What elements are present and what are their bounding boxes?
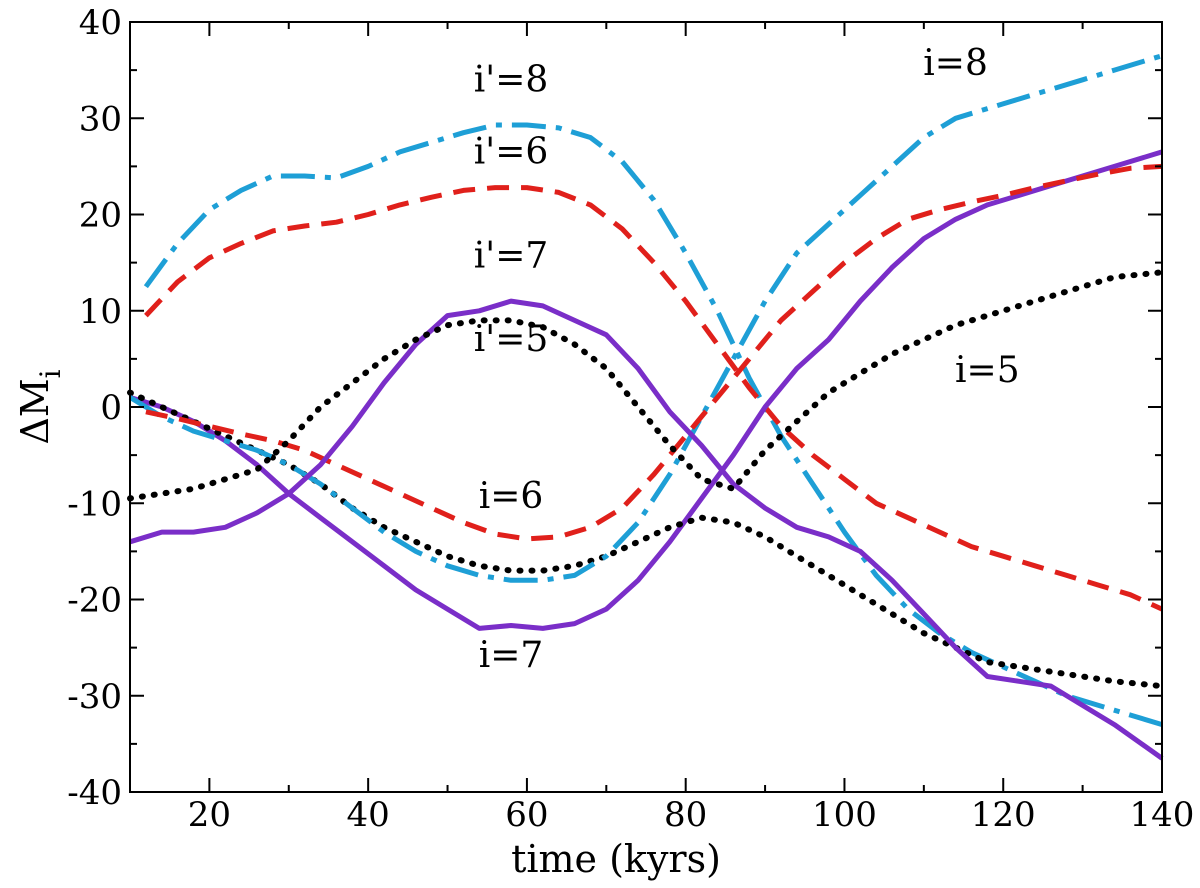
y-tick-label: 40 (79, 3, 122, 43)
x-tick-label: 120 (971, 795, 1036, 835)
y-tick-label: -20 (67, 581, 122, 621)
y-axis-title-main: ΔM (13, 378, 57, 444)
x-axis-title: time (kyrs) (511, 837, 721, 881)
y-tick-label: 20 (79, 196, 122, 236)
annotation-ip6: i'=6 (474, 131, 548, 172)
series-line-ip5 (127, 389, 1165, 690)
series-line-ip7 (129, 149, 1163, 631)
plot-frame (129, 21, 1163, 793)
series-line-i6 (145, 163, 1163, 542)
series-line-i7 (129, 298, 1164, 761)
annotation-ip7: i'=7 (474, 235, 548, 276)
annotation-i5: i=5 (955, 350, 1020, 391)
y-axis-title: ΔMi (13, 369, 67, 444)
series-line-i8 (128, 53, 1163, 583)
tick-layer: 20 40 60 80 100 120 140 -40 -30 -20 -10 0 10 20 30 40 (67, 3, 1194, 835)
y-tick-label: -10 (67, 484, 122, 524)
annotation-i7: i=7 (479, 635, 544, 676)
x-tick-label: 100 (812, 795, 877, 835)
x-tick-label: 40 (347, 795, 390, 835)
series-line-ip6 (144, 185, 1164, 612)
annotation-i8: i=8 (923, 43, 988, 84)
y-tick-label: 10 (79, 292, 122, 332)
y-tick-label: -30 (67, 677, 122, 717)
y-tick-label: -40 (67, 773, 122, 813)
series-layer (127, 53, 1165, 761)
x-tick-label: 140 (1130, 795, 1195, 835)
svg-text:ΔMi: ΔMi (13, 369, 67, 444)
x-tick-label: 20 (188, 795, 231, 835)
x-tick-label: 60 (505, 795, 548, 835)
annotation-ip5: i'=5 (474, 319, 548, 360)
y-axis-title-sub: i (34, 369, 67, 378)
x-tick-label: 80 (664, 795, 707, 835)
annotation-ip8: i'=8 (474, 59, 548, 100)
annotation-i6: i=6 (479, 476, 544, 517)
annotation-layer: i'=8 i'=6 i'=7 i'=5 i=6 i=7 i=8 i=5 (474, 43, 1020, 676)
y-tick-label: 30 (79, 99, 122, 139)
y-tick-label: 0 (100, 388, 122, 428)
